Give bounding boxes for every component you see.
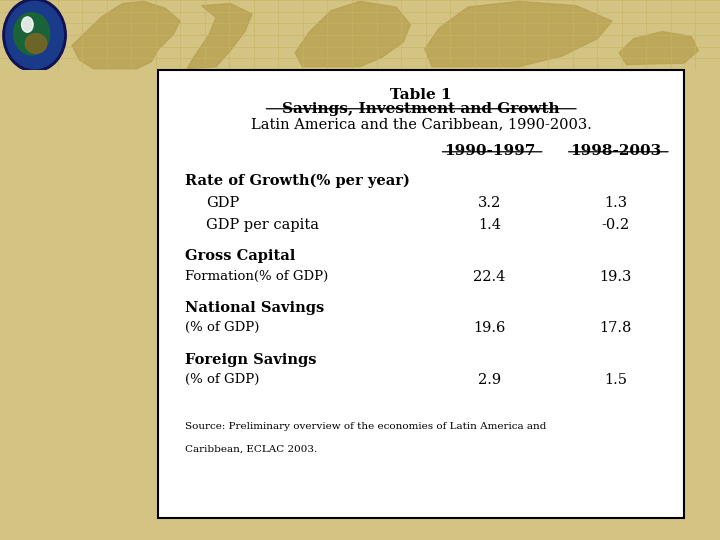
Text: Savings, Investment and Growth: Savings, Investment and Growth [282, 103, 560, 117]
Text: Formation(% of GDP): Formation(% of GDP) [184, 269, 328, 282]
Text: 22.4: 22.4 [473, 269, 505, 284]
Polygon shape [425, 2, 612, 66]
Text: Table 1: Table 1 [390, 88, 452, 102]
Text: (% of GDP): (% of GDP) [184, 321, 259, 334]
Text: 2.9: 2.9 [478, 373, 501, 387]
Text: 1.4: 1.4 [478, 218, 501, 232]
Ellipse shape [14, 12, 50, 55]
Text: National Savings: National Savings [184, 301, 324, 315]
Text: 3.2: 3.2 [478, 195, 501, 210]
Text: (% of GDP): (% of GDP) [184, 373, 259, 386]
Ellipse shape [22, 17, 33, 32]
Text: Latin America and the Caribbean, 1990-2003.: Latin America and the Caribbean, 1990-20… [251, 117, 592, 131]
Text: Source: Preliminary overview of the economies of Latin America and: Source: Preliminary overview of the econ… [184, 422, 546, 431]
Text: -0.2: -0.2 [602, 218, 630, 232]
Text: GDP: GDP [206, 195, 239, 210]
Ellipse shape [6, 2, 63, 69]
Ellipse shape [25, 33, 47, 53]
Polygon shape [72, 2, 180, 69]
Text: 19.3: 19.3 [600, 269, 632, 284]
Text: Caribbean, ECLAC 2003.: Caribbean, ECLAC 2003. [184, 444, 317, 454]
Text: 1.3: 1.3 [604, 195, 627, 210]
Text: 1998-2003: 1998-2003 [570, 144, 661, 158]
Text: Gross Capital: Gross Capital [184, 249, 295, 264]
Text: GDP per capita: GDP per capita [206, 218, 319, 232]
Polygon shape [187, 3, 252, 69]
Text: 1.5: 1.5 [604, 373, 627, 387]
FancyBboxPatch shape [158, 70, 684, 518]
Polygon shape [619, 31, 698, 65]
Ellipse shape [3, 0, 66, 72]
Text: 1990-1997: 1990-1997 [444, 144, 535, 158]
Text: Rate of Growth(% per year): Rate of Growth(% per year) [184, 173, 410, 188]
Text: Foreign Savings: Foreign Savings [184, 353, 316, 367]
Polygon shape [295, 2, 410, 66]
Text: 19.6: 19.6 [473, 321, 505, 335]
Text: 17.8: 17.8 [600, 321, 632, 335]
